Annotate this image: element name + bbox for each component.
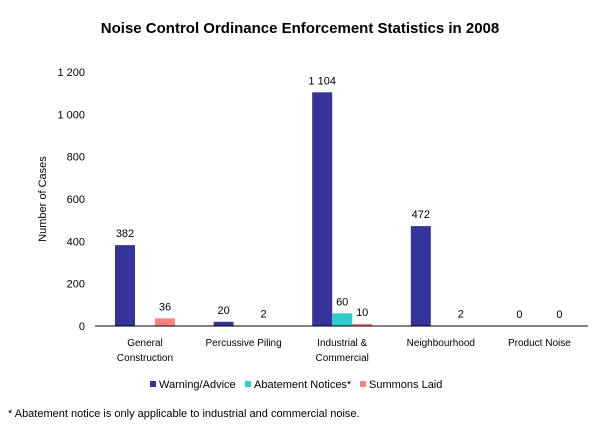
bar bbox=[115, 245, 135, 326]
legend-swatch bbox=[245, 381, 251, 387]
data-label: 2 bbox=[458, 309, 464, 321]
legend-label: Warning/Advice bbox=[159, 379, 236, 391]
x-tick-label: General bbox=[127, 338, 163, 349]
legend-label: Abatement Notices* bbox=[254, 379, 352, 391]
bar bbox=[410, 226, 431, 326]
legend-label: Summons Laid bbox=[369, 379, 442, 391]
y-tick-label: 600 bbox=[67, 194, 85, 206]
data-label: 36 bbox=[159, 301, 171, 313]
y-tick-label: 1 000 bbox=[57, 109, 85, 121]
x-tick-label: Commercial bbox=[316, 353, 369, 364]
bar bbox=[213, 321, 234, 326]
x-tick-label: Industrial & bbox=[317, 338, 367, 349]
y-axis-label: Number of Cases bbox=[37, 156, 49, 242]
data-label: 0 bbox=[556, 309, 562, 321]
y-tick-label: 400 bbox=[67, 236, 85, 248]
legend: Warning/Advice Abatement Notices* Summons … bbox=[150, 379, 442, 391]
data-label: 1 104 bbox=[308, 75, 336, 87]
data-label: 60 bbox=[336, 296, 348, 308]
bar bbox=[312, 92, 333, 326]
y-tick-label: 800 bbox=[67, 152, 85, 164]
legend-swatch bbox=[360, 381, 366, 387]
data-label: 472 bbox=[412, 209, 430, 221]
y-tick-label: 0 bbox=[79, 321, 85, 333]
data-label: 2 bbox=[261, 309, 267, 321]
bar bbox=[155, 318, 175, 326]
x-tick-label: Construction bbox=[117, 353, 173, 364]
bar bbox=[332, 313, 353, 326]
y-tick-label: 200 bbox=[67, 279, 85, 291]
x-tick-label: Percussive Piling bbox=[206, 338, 282, 349]
x-tick-label: Neighbourhood bbox=[407, 338, 475, 349]
legend-swatch bbox=[150, 381, 156, 387]
footnote: * Abatement notice is only applicable to… bbox=[8, 408, 360, 420]
data-label: 0 bbox=[516, 309, 522, 321]
y-tick-label: 1 200 bbox=[57, 67, 85, 79]
x-tick-label: Product Noise bbox=[508, 338, 571, 349]
data-label: 10 bbox=[356, 307, 368, 319]
data-label: 20 bbox=[217, 305, 229, 317]
chart-title: Noise Control Ordinance Enforcement Stat… bbox=[101, 20, 499, 37]
data-label: 382 bbox=[116, 228, 134, 240]
bar bbox=[352, 323, 373, 326]
